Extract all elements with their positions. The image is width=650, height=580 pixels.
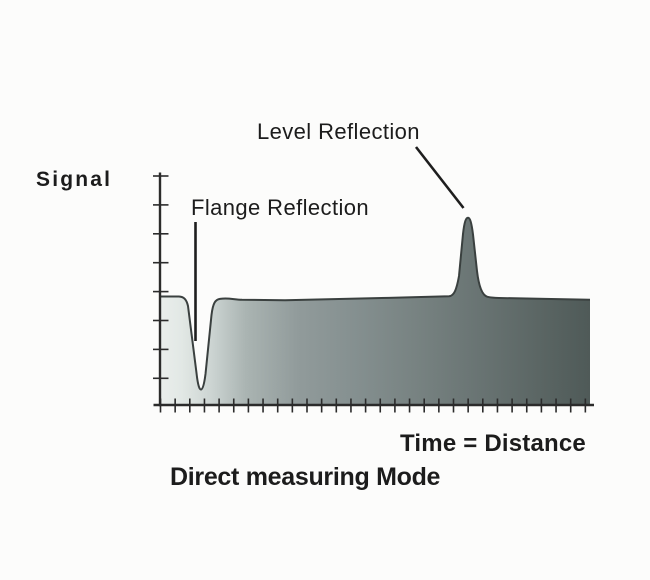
signal-curve-outline bbox=[160, 216, 591, 391]
level-reflection-callout-label: Level Reflection bbox=[257, 119, 420, 144]
level-pointer-line bbox=[414, 146, 465, 209]
x-axis-title: Time = Distance bbox=[400, 430, 586, 457]
flange-reflection-callout-label: Flange Reflection bbox=[191, 195, 370, 220]
signal-curve-fill bbox=[160, 217, 590, 405]
diagram-caption: Direct measuring Mode bbox=[170, 463, 441, 491]
y-axis-title: Signal bbox=[36, 168, 113, 191]
